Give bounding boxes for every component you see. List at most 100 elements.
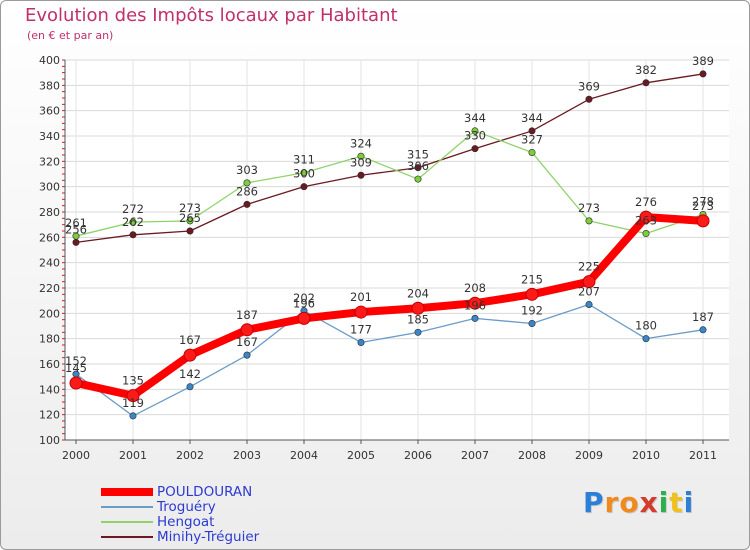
data-label: 142	[179, 367, 201, 381]
data-label: 202	[293, 291, 315, 305]
data-point	[72, 238, 80, 246]
data-point	[354, 305, 368, 319]
legend-label-troguery: Troguéry	[157, 499, 216, 515]
data-point	[186, 217, 194, 225]
data-point	[528, 127, 536, 135]
data-point	[297, 311, 311, 325]
data-point	[243, 200, 251, 208]
data-point	[129, 231, 137, 239]
data-point	[528, 319, 536, 327]
y-tick-label: 200	[39, 307, 60, 320]
data-label: 167	[179, 333, 201, 347]
data-label: 327	[521, 132, 543, 146]
data-label: 273	[179, 201, 201, 215]
data-point	[243, 179, 251, 187]
data-label: 225	[578, 260, 600, 274]
logo-letter: i	[658, 486, 670, 519]
data-point	[468, 296, 482, 310]
data-label: 207	[578, 284, 600, 298]
data-point	[585, 300, 593, 308]
data-point	[357, 171, 365, 179]
legend-label-hengoat: Hengoat	[157, 514, 215, 530]
data-label: 278	[692, 195, 714, 209]
data-point	[414, 328, 422, 336]
data-label: 265	[179, 211, 201, 225]
data-label: 303	[236, 163, 258, 177]
logo-letter: r	[604, 486, 620, 519]
x-tick-label: 2009	[575, 449, 603, 462]
data-label: 187	[692, 310, 714, 324]
data-label: 382	[635, 63, 657, 77]
data-label: 276	[635, 195, 657, 209]
data-point	[240, 323, 254, 337]
data-point	[243, 351, 251, 359]
data-label: 196	[464, 298, 486, 312]
data-label: 273	[578, 201, 600, 215]
y-tick-label: 300	[39, 181, 60, 194]
y-tick-label: 100	[39, 434, 60, 447]
data-label: 145	[65, 361, 87, 375]
legend-swatch-troguery	[101, 506, 153, 508]
x-tick-label: 2000	[62, 449, 90, 462]
data-point	[525, 287, 539, 301]
data-point	[471, 127, 479, 135]
data-label: 261	[65, 216, 87, 230]
data-point	[696, 214, 710, 228]
y-tick-label: 160	[39, 358, 60, 371]
data-label: 389	[692, 54, 714, 68]
data-point	[414, 175, 422, 183]
legend-swatch-minihy-treguier	[101, 536, 153, 538]
data-label: 262	[122, 215, 144, 229]
data-label: 204	[407, 286, 429, 300]
data-point	[186, 227, 194, 235]
data-label: 187	[236, 308, 258, 322]
y-tick-label: 120	[39, 409, 60, 422]
x-tick-label: 2006	[404, 449, 432, 462]
data-label: 185	[407, 312, 429, 326]
y-tick-label: 260	[39, 231, 60, 244]
data-point	[642, 335, 650, 343]
data-label: 263	[635, 214, 657, 228]
data-label: 192	[521, 303, 543, 317]
logo-letter: P	[583, 486, 605, 519]
data-point	[129, 218, 137, 226]
data-point	[699, 70, 707, 78]
data-point	[585, 95, 593, 103]
data-point	[642, 79, 650, 87]
data-point	[639, 210, 653, 224]
data-label: 311	[293, 153, 315, 167]
data-point	[582, 275, 596, 289]
logo-letter: o	[619, 486, 640, 519]
y-tick-label: 340	[39, 130, 60, 143]
y-tick-label: 320	[39, 155, 60, 168]
data-point	[186, 383, 194, 391]
y-tick-label: 380	[39, 79, 60, 92]
y-tick-label: 180	[39, 333, 60, 346]
data-label: 167	[236, 335, 258, 349]
y-tick-label: 220	[39, 282, 60, 295]
data-point	[357, 152, 365, 160]
data-label: 369	[578, 79, 600, 93]
x-tick-label: 2004	[290, 449, 318, 462]
data-label: 215	[521, 272, 543, 286]
legend-swatch-pouldouran	[101, 488, 153, 496]
data-label: 300	[293, 167, 315, 181]
data-label: 286	[236, 184, 258, 198]
logo-letter: t	[669, 486, 684, 519]
series-line-pouldouran	[72, 213, 707, 400]
data-label: 272	[122, 202, 144, 216]
x-tick-label: 2001	[119, 449, 147, 462]
y-tick-label: 280	[39, 206, 60, 219]
series-line-hengoat	[75, 130, 704, 237]
y-tick-label: 400	[39, 54, 60, 67]
x-tick-label: 2002	[176, 449, 204, 462]
data-label: 324	[350, 136, 372, 150]
data-point	[129, 412, 137, 420]
data-point	[528, 148, 536, 156]
plot-area	[65, 60, 729, 440]
x-tick-label: 2008	[518, 449, 546, 462]
data-label: 344	[521, 111, 543, 125]
data-point	[300, 183, 308, 191]
data-label: 330	[464, 129, 486, 143]
